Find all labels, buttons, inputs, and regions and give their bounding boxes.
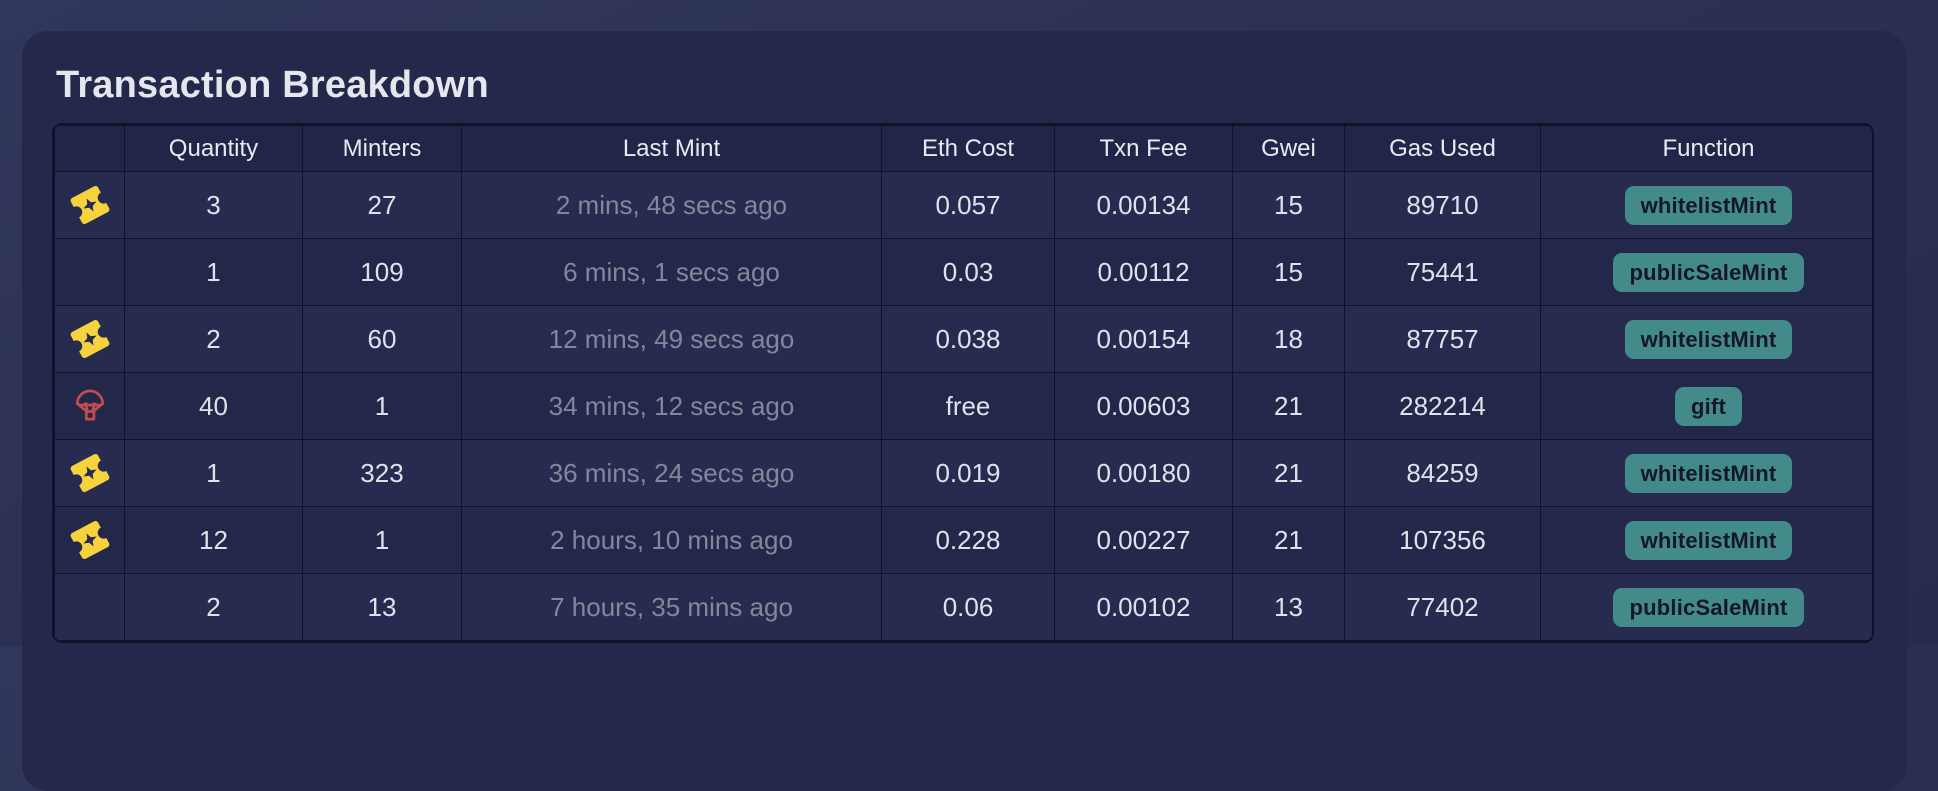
cell-icon <box>54 439 125 507</box>
cell-icon <box>54 171 125 239</box>
table-row: 1 109 6 mins, 1 secs ago 0.03 0.00112 15 75441… <box>54 238 1872 306</box>
column-header-gas_used: Gas Used <box>1344 125 1541 172</box>
cell-txn_fee: 0.00112 <box>1054 238 1233 306</box>
cell-icon <box>54 305 125 373</box>
table-row: 1 323 36 mins, 24 secs ago 0.019 0.00180 21 84… <box>54 439 1872 507</box>
function-badge: gift <box>1674 386 1742 426</box>
cell-icon <box>54 238 125 306</box>
function-badge: publicSaleMint <box>1613 587 1804 627</box>
cell-quantity: 2 <box>124 305 303 373</box>
cell-quantity: 1 <box>124 238 303 306</box>
column-header-minters: Minters <box>302 125 462 172</box>
cell-quantity: 12 <box>124 506 303 574</box>
whitelist-ticket-icon <box>64 181 114 228</box>
cell-gwei: 21 <box>1232 439 1345 507</box>
page-title: Transaction Breakdown <box>56 64 489 106</box>
column-header-function: Function <box>1540 125 1872 172</box>
function-badge: whitelistMint <box>1624 453 1793 493</box>
cell-txn_fee: 0.00180 <box>1054 439 1233 507</box>
cell-gas_used: 75441 <box>1344 238 1541 306</box>
function-badge: publicSaleMint <box>1613 252 1804 292</box>
cell-minters: 60 <box>302 305 462 373</box>
column-header-eth_cost: Eth Cost <box>881 125 1055 172</box>
cell-txn_fee: 0.00227 <box>1054 506 1233 574</box>
cell-minters: 109 <box>302 238 462 306</box>
table-body: 3 27 2 mins, 48 secs ago 0.057 0.00134 15 8971… <box>54 171 1872 641</box>
column-header-txn_fee: Txn Fee <box>1054 125 1233 172</box>
cell-function: whitelistMint <box>1540 439 1872 507</box>
column-header-gwei: Gwei <box>1232 125 1345 172</box>
cell-txn_fee: 0.00102 <box>1054 573 1233 641</box>
cell-function: whitelistMint <box>1540 506 1872 574</box>
cell-txn_fee: 0.00603 <box>1054 372 1233 440</box>
table-row: 2 60 12 mins, 49 secs ago 0.038 0.00154 18 877… <box>54 305 1872 373</box>
function-badge: whitelistMint <box>1624 520 1793 560</box>
cell-minters: 1 <box>302 372 462 440</box>
cell-quantity: 40 <box>124 372 303 440</box>
cell-function: gift <box>1540 372 1872 440</box>
cell-eth_cost: free <box>881 372 1055 440</box>
cell-gwei: 18 <box>1232 305 1345 373</box>
cell-last_mint: 7 hours, 35 mins ago <box>461 573 882 641</box>
cell-function: publicSaleMint <box>1540 573 1872 641</box>
cell-eth_cost: 0.03 <box>881 238 1055 306</box>
cell-gas_used: 84259 <box>1344 439 1541 507</box>
table-row: 40 1 34 mins, 12 secs ago free 0.00603 21 2822… <box>54 372 1872 440</box>
cell-quantity: 2 <box>124 573 303 641</box>
cell-last_mint: 34 mins, 12 secs ago <box>461 372 882 440</box>
transaction-breakdown-card: Transaction Breakdown Quantity Minters Las… <box>22 31 1907 791</box>
cell-gwei: 15 <box>1232 238 1345 306</box>
cell-gas_used: 107356 <box>1344 506 1541 574</box>
cell-minters: 13 <box>302 573 462 641</box>
function-badge: whitelistMint <box>1624 319 1793 359</box>
cell-icon <box>54 372 125 440</box>
table-row: 12 1 2 hours, 10 mins ago 0.228 0.00227 21 107… <box>54 506 1872 574</box>
cell-gwei: 21 <box>1232 506 1345 574</box>
cell-gas_used: 87757 <box>1344 305 1541 373</box>
cell-last_mint: 2 hours, 10 mins ago <box>461 506 882 574</box>
cell-minters: 323 <box>302 439 462 507</box>
cell-quantity: 1 <box>124 439 303 507</box>
cell-gas_used: 77402 <box>1344 573 1541 641</box>
cell-gas_used: 282214 <box>1344 372 1541 440</box>
cell-gas_used: 89710 <box>1344 171 1541 239</box>
cell-last_mint: 6 mins, 1 secs ago <box>461 238 882 306</box>
column-header-icon <box>54 125 125 172</box>
airdrop-parachute-icon <box>71 389 109 431</box>
cell-txn_fee: 0.00154 <box>1054 305 1233 373</box>
cell-function: whitelistMint <box>1540 171 1872 239</box>
cell-minters: 1 <box>302 506 462 574</box>
column-header-quantity: Quantity <box>124 125 303 172</box>
column-header-last_mint: Last Mint <box>461 125 882 172</box>
cell-function: publicSaleMint <box>1540 238 1872 306</box>
cell-last_mint: 2 mins, 48 secs ago <box>461 171 882 239</box>
cell-icon <box>54 506 125 574</box>
cell-last_mint: 36 mins, 24 secs ago <box>461 439 882 507</box>
cell-gwei: 21 <box>1232 372 1345 440</box>
cell-gwei: 15 <box>1232 171 1345 239</box>
cell-last_mint: 12 mins, 49 secs ago <box>461 305 882 373</box>
cell-quantity: 3 <box>124 171 303 239</box>
cell-eth_cost: 0.019 <box>881 439 1055 507</box>
transactions-table: Quantity Minters Last Mint Eth Cost Txn Fee G… <box>52 123 1874 643</box>
cell-eth_cost: 0.057 <box>881 171 1055 239</box>
cell-eth_cost: 0.06 <box>881 573 1055 641</box>
table-header: Quantity Minters Last Mint Eth Cost Txn Fee G… <box>54 125 1872 172</box>
cell-eth_cost: 0.038 <box>881 305 1055 373</box>
function-badge: whitelistMint <box>1624 185 1793 225</box>
table-row: 2 13 7 hours, 35 mins ago 0.06 0.00102 13 7740… <box>54 573 1872 641</box>
cell-icon <box>54 573 125 641</box>
cell-function: whitelistMint <box>1540 305 1872 373</box>
cell-minters: 27 <box>302 171 462 239</box>
whitelist-ticket-icon <box>64 516 114 563</box>
cell-gwei: 13 <box>1232 573 1345 641</box>
whitelist-ticket-icon <box>64 315 114 362</box>
cell-eth_cost: 0.228 <box>881 506 1055 574</box>
cell-txn_fee: 0.00134 <box>1054 171 1233 239</box>
whitelist-ticket-icon <box>64 449 114 496</box>
table-row: 3 27 2 mins, 48 secs ago 0.057 0.00134 15 8971… <box>54 171 1872 239</box>
table-header-row: Quantity Minters Last Mint Eth Cost Txn Fee G… <box>54 125 1872 172</box>
